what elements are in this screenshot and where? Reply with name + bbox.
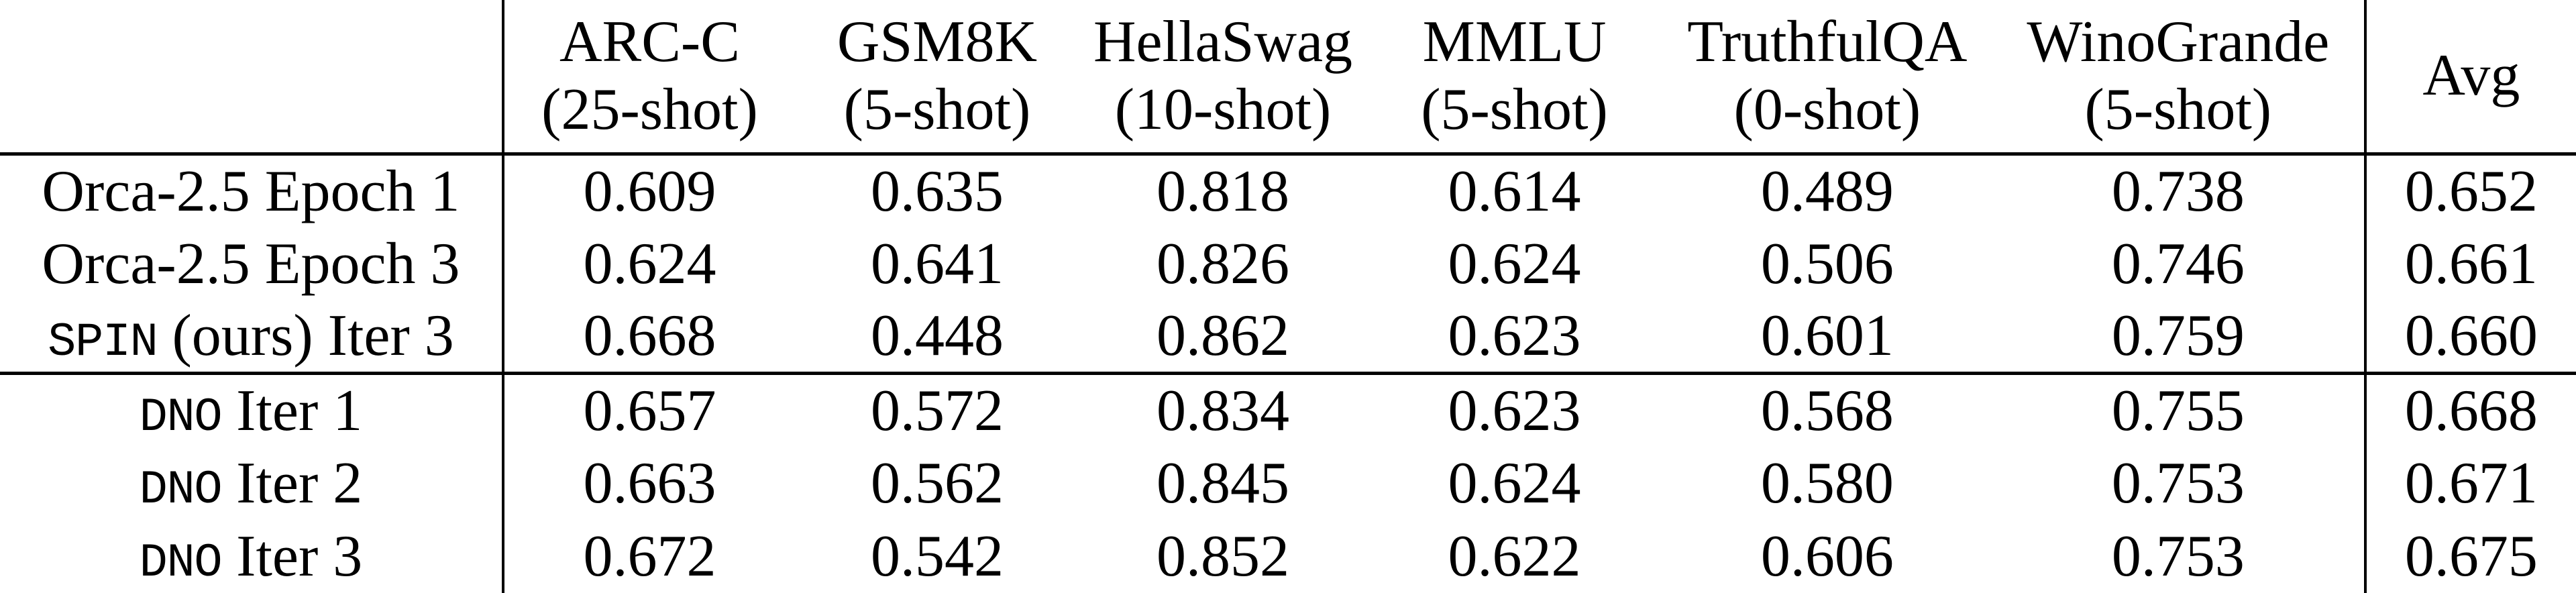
table-cell: 0.862 [1079, 300, 1367, 376]
table-cell: 0.562 [870, 450, 1004, 516]
table-cell: 0.635 [870, 158, 1004, 224]
benchmark-name: GSM8K [837, 9, 1038, 75]
table-cell: 0.623 [1448, 378, 1581, 444]
header-cell-mmlu: MMLU (5-shot) [1366, 0, 1662, 156]
table-cell: 0.657 [583, 378, 716, 444]
header-cell-avg: Avg [2363, 0, 2576, 156]
row-label: Orca-2.5 Epoch 1 [0, 154, 504, 227]
table-cell: 0.542 [870, 523, 1004, 589]
table-row: DNO Iter 1 0.657 0.572 0.834 0.623 0.568… [0, 373, 2576, 447]
benchmark-shots: (5-shot) [1421, 76, 1608, 142]
header-cell-arc-c: ARC-C (25-shot) [502, 0, 795, 156]
table-cell: 0.606 [1760, 523, 1894, 589]
table-cell: 0.746 [2111, 231, 2245, 296]
row-label-text: Orca-2.5 Epoch 1 [42, 158, 460, 224]
table-cell: 0.738 [2111, 158, 2245, 224]
table-cell: 0.753 [2111, 450, 2245, 516]
table-cell: 0.753 [2111, 523, 2245, 589]
benchmark-shots: (5-shot) [843, 76, 1031, 142]
table-cell: 0.624 [1448, 450, 1581, 516]
header-cell-truthfulqa: TruthfulQA (0-shot) [1662, 0, 1992, 156]
table-cell: 0.609 [583, 158, 716, 224]
row-label-mono: DNO [139, 391, 223, 445]
header-cell-winogrande: WinoGrande (5-shot) [1992, 0, 2365, 156]
avg-cell: 0.652 [2363, 154, 2576, 227]
table-cell: 0.672 [583, 523, 716, 589]
table-cell: 0.663 [583, 450, 716, 516]
row-label-mono: DNO [139, 536, 223, 590]
row-label: DNO Iter 3 [0, 519, 504, 593]
benchmark-name: MMLU [1422, 9, 1607, 75]
benchmark-name: HellaSwag [1093, 9, 1353, 75]
avg-cell: 0.671 [2363, 446, 2576, 520]
header-cell-gsm8k: GSM8K (5-shot) [795, 0, 1079, 156]
benchmark-name: WinoGrande [2027, 9, 2330, 75]
table-cell: 0.624 [583, 231, 716, 296]
row-label-mono: SPIN [48, 316, 158, 370]
header-cell-hellaswag: HellaSwag (10-shot) [1079, 0, 1367, 156]
table-cell: 0.826 [1157, 231, 1289, 296]
table-row: SPIN (ours) Iter 3 0.668 0.448 0.862 0.6… [0, 300, 2576, 376]
table-cell: 0.448 [795, 300, 1079, 376]
table-cell: 0.614 [1448, 158, 1581, 224]
row-label: DNO Iter 2 [0, 446, 504, 520]
row-label-text: Iter 3 [221, 523, 363, 589]
table-cell: 0.624 [1448, 231, 1581, 296]
avg-cell: 0.675 [2363, 519, 2576, 593]
benchmark-shots: (5-shot) [2084, 76, 2272, 142]
table-cell: 0.755 [2111, 378, 2245, 444]
table-row: DNO Iter 3 0.672 0.542 0.852 0.622 0.606… [0, 519, 2576, 593]
row-label-text: Iter 1 [221, 378, 363, 444]
table-cell: 0.601 [1662, 300, 1992, 376]
benchmark-shots: (25-shot) [541, 76, 758, 142]
table-cell: 0.580 [1760, 450, 1894, 516]
benchmark-shots: (0-shot) [1733, 76, 1921, 142]
table-cell: 0.852 [1157, 523, 1289, 589]
avg-cell: 0.660 [2363, 300, 2576, 376]
table-row: DNO Iter 2 0.663 0.562 0.845 0.624 0.580… [0, 446, 2576, 520]
table-cell: 0.641 [870, 231, 1004, 296]
benchmark-name: TruthfulQA [1687, 9, 1968, 75]
row-label: SPIN (ours) Iter 3 [0, 300, 504, 376]
avg-cell: 0.661 [2363, 227, 2576, 301]
row-label-mono: DNO [139, 463, 223, 517]
table-cell: 0.568 [1760, 378, 1894, 444]
table-cell: 0.834 [1157, 378, 1289, 444]
benchmark-shots: (10-shot) [1114, 76, 1332, 142]
row-label: DNO Iter 1 [0, 373, 504, 447]
table-cell: 0.622 [1448, 523, 1581, 589]
table-row: Orca-2.5 Epoch 1 0.609 0.635 0.818 0.614… [0, 154, 2576, 227]
avg-cell: 0.668 [2363, 373, 2576, 447]
table-cell: 0.845 [1157, 450, 1289, 516]
table-cell: 0.623 [1366, 300, 1662, 376]
row-label: Orca-2.5 Epoch 3 [0, 227, 504, 301]
table-row: Orca-2.5 Epoch 3 0.624 0.641 0.826 0.624… [0, 227, 2576, 301]
table-cell: 0.668 [502, 300, 795, 376]
table-cell: 0.759 [1992, 300, 2365, 376]
table-cell: 0.489 [1760, 158, 1894, 224]
row-label-text: (ours) Iter 3 [157, 303, 454, 369]
row-label-text: Orca-2.5 Epoch 3 [42, 231, 460, 296]
table-cell: 0.506 [1760, 231, 1894, 296]
benchmark-name: ARC-C [559, 9, 740, 75]
table-cell: 0.572 [870, 378, 1004, 444]
row-label-text: Iter 2 [221, 450, 363, 516]
header-row: ARC-C (25-shot) GSM8K (5-shot) HellaSwag… [0, 0, 2576, 156]
table-cell: 0.818 [1157, 158, 1289, 224]
header-cell-empty [0, 0, 504, 156]
